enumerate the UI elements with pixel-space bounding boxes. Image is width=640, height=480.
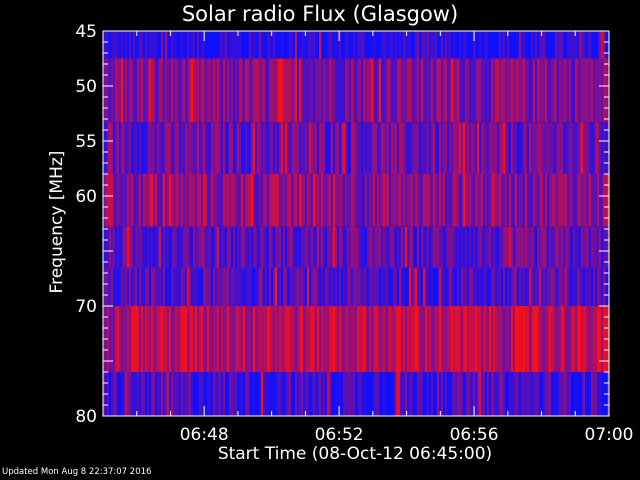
updated-timestamp: Updated Mon Aug 8 22:37:07 2016 [2,467,152,477]
x-tick-label: 07:00 [585,425,634,445]
frequency-band-5 [103,267,609,306]
frequency-band-4 [103,226,609,268]
y-axis-label: Frequency [MHz] [47,150,67,294]
axes-frame [102,30,610,417]
x-tick-label: 06:56 [450,425,499,445]
heatmap-area [103,31,609,416]
y-tick-label: 50 [75,77,97,97]
frequency-band-7 [103,372,609,416]
y-tick-label: 70 [75,297,97,317]
frequency-band-3 [103,174,609,227]
x-tick-label: 06:48 [180,425,229,445]
frequency-band-2 [103,122,609,174]
frequency-band-0 [103,31,609,59]
x-axis-label: Start Time (08-Oct-12 06:45:00) [217,444,493,464]
burst-0 [278,58,283,123]
y-axis-ticks: 45 50 55 60 70 80 [75,22,609,427]
y-tick-label: 45 [75,22,97,42]
y-tick-label: 80 [75,407,97,427]
chart-title: Solar radio Flux (Glasgow) [181,2,459,26]
burst-1 [396,372,401,416]
plot-frame [102,30,610,417]
burst-2 [533,306,538,372]
y-tick-label: 60 [75,187,97,207]
y-tick-label: 55 [75,132,97,152]
x-axis-ticks: 06:48 06:52 06:56 07:00 [102,31,634,445]
frequency-band-6 [103,306,609,372]
frequency-band-1 [103,58,609,123]
x-tick-label: 06:52 [315,425,364,445]
